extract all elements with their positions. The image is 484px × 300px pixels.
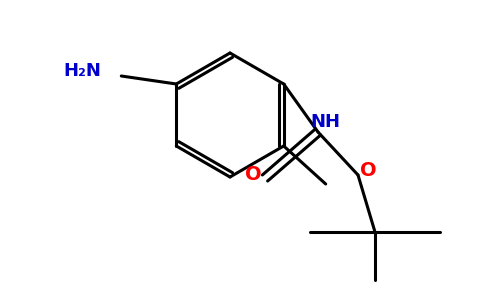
Text: NH: NH bbox=[311, 113, 341, 131]
Text: O: O bbox=[245, 164, 261, 184]
Text: O: O bbox=[360, 161, 377, 181]
Text: H₂N: H₂N bbox=[63, 62, 101, 80]
